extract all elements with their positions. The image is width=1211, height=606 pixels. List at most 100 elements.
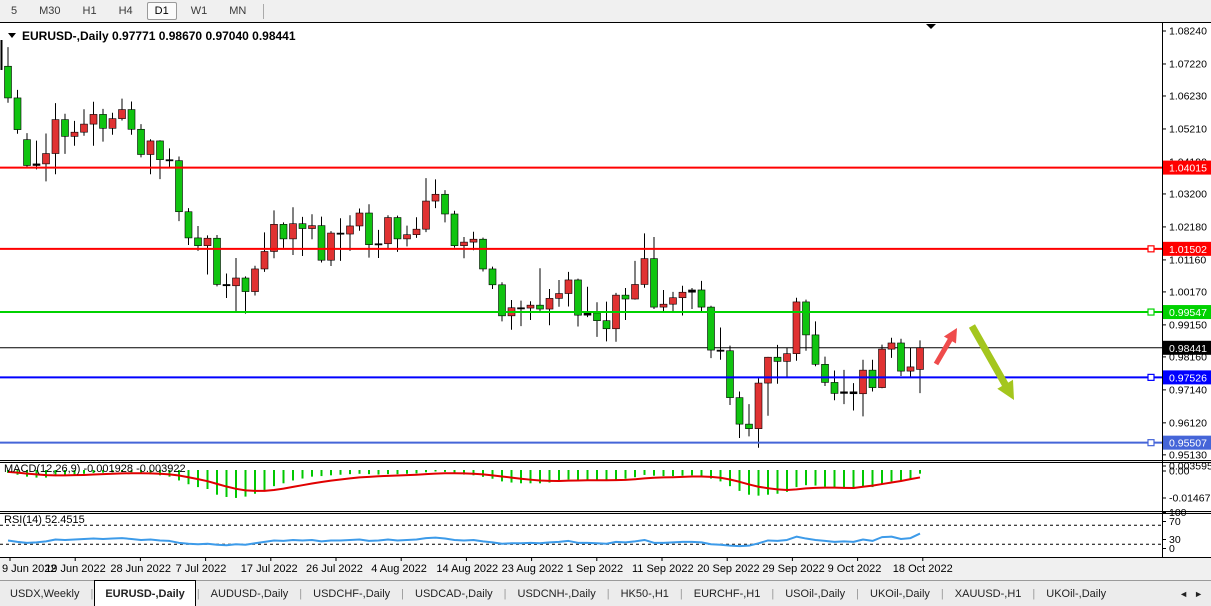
tab-scroll-controls: ◄ ► — [1171, 581, 1211, 606]
timeframe-button-5[interactable]: 5 — [11, 5, 18, 17]
candle-body — [498, 284, 506, 317]
macd-signal-line — [7, 470, 921, 492]
candle-body — [156, 140, 164, 160]
candle-body — [51, 119, 60, 154]
price-axis-label: 0.97140 — [1169, 384, 1207, 396]
candle-body — [479, 238, 487, 270]
tab-separator: | — [299, 588, 303, 600]
price-badge — [1163, 370, 1211, 385]
symbol-tab-hk50-h1[interactable]: HK50-,H1 — [620, 588, 669, 600]
price-axis-label: 1.07220 — [1169, 58, 1207, 70]
timeframe-button-w1[interactable]: W1 — [190, 5, 208, 17]
timeframe-button-h1[interactable]: H1 — [82, 5, 97, 17]
candle-body — [251, 268, 259, 292]
symbol-tab-usdchf-daily[interactable]: USDCHF-,Daily — [313, 588, 391, 600]
panel-separator[interactable] — [0, 511, 1211, 514]
date-axis-label: 19 Jun 2022 — [45, 563, 106, 575]
candle-body — [203, 237, 212, 246]
date-axis-label: 18 Oct 2022 — [893, 563, 953, 575]
tab-separator: | — [771, 588, 775, 600]
candle-body — [906, 366, 915, 372]
chart-title: EURUSD-,Daily 0.97771 0.98670 0.97040 0.… — [22, 29, 296, 43]
candle-body — [365, 212, 373, 246]
candle-body — [859, 369, 867, 395]
macd-axis-label: 0.00 — [1169, 466, 1190, 478]
panel-separator[interactable] — [0, 460, 1211, 463]
candle-body — [707, 306, 715, 351]
candle-body — [393, 217, 402, 240]
candle-body — [184, 211, 193, 239]
candle-body — [811, 334, 820, 365]
line-handle[interactable] — [1147, 308, 1155, 316]
symbol-tab-usoil-daily[interactable]: USOil-,Daily — [785, 588, 846, 600]
timeframe-button-h4[interactable]: H4 — [118, 5, 133, 17]
candle-body — [374, 243, 383, 246]
down-arrow-annotation[interactable] — [968, 324, 1014, 400]
candle-body — [260, 251, 269, 270]
candle-body — [241, 277, 250, 292]
candle-body — [593, 312, 601, 321]
price-badge — [1163, 241, 1211, 256]
candle-body — [517, 307, 525, 310]
price-axis-label: 0.99150 — [1169, 319, 1207, 331]
line-handle[interactable] — [1147, 245, 1155, 253]
candle-body — [792, 301, 801, 354]
rsi-axis-label: 100 — [1169, 507, 1187, 519]
symbol-tab-ukoil-daily[interactable]: UKOil-,Daily — [1046, 588, 1107, 600]
line-handle[interactable] — [1147, 373, 1155, 381]
candle-body — [289, 223, 297, 240]
candle-body — [175, 160, 183, 213]
candle-body — [735, 397, 744, 425]
candle-body — [574, 279, 582, 316]
candle-body — [887, 342, 896, 350]
macd-axis-label: 0.003595 — [1169, 461, 1211, 473]
chart-background — [0, 22, 1211, 558]
candle-body — [89, 114, 98, 125]
candle-body — [821, 364, 829, 383]
macd-axis-label: -0.014675 — [1169, 493, 1211, 505]
price-chart[interactable]: 1.082401.072201.062301.052101.041901.032… — [0, 22, 1211, 580]
candle-body — [70, 131, 79, 137]
tab-separator: | — [401, 588, 405, 600]
symbol-tab-usdcad-daily[interactable]: USDCAD-,Daily — [415, 588, 493, 600]
candle-body — [650, 258, 658, 308]
line-handle[interactable] — [1147, 439, 1155, 447]
timeframe-button-m30[interactable]: M30 — [39, 5, 61, 17]
candle-body — [773, 356, 782, 362]
price-badge-label: 0.97526 — [1169, 372, 1207, 384]
symbol-tab-xauusd-h1[interactable]: XAUUSD-,H1 — [954, 588, 1022, 600]
collapse-indicator-icon[interactable] — [8, 33, 16, 38]
tab-separator: | — [679, 588, 683, 600]
candle-body — [270, 224, 278, 252]
candle-body — [488, 268, 497, 286]
up-arrow-annotation[interactable] — [933, 328, 957, 366]
timeframe-button-mn[interactable]: MN — [229, 5, 247, 17]
candle-body — [336, 232, 345, 235]
candle-body — [583, 312, 592, 316]
candle-body — [897, 342, 905, 372]
shift-marker-icon[interactable] — [926, 24, 936, 29]
date-axis-label: 20 Sep 2022 — [697, 563, 759, 575]
symbol-tab-audusd-daily[interactable]: AUDUSD-,Daily — [210, 588, 289, 600]
symbol-tab-usdcnh-daily[interactable]: USDCNH-,Daily — [517, 588, 596, 600]
date-axis-label: 7 Jul 2022 — [176, 563, 227, 575]
macd-indicator-label: MACD(12,26,9) -0.001928 -0.003922 — [4, 463, 186, 475]
candle-body — [802, 301, 810, 336]
tab-scroll-left-icon[interactable]: ◄ — [1179, 589, 1189, 599]
candle-body — [146, 140, 155, 155]
price-badge-label: 1.04015 — [1169, 163, 1207, 175]
candle-body — [783, 353, 791, 362]
timeframe-button-d1[interactable]: D1 — [146, 2, 177, 20]
candle-body — [431, 193, 440, 202]
symbol-tab-usdx-weekly[interactable]: USDX,Weekly — [10, 588, 80, 600]
symbol-tab-ukoil-daily[interactable]: UKOil-,Daily — [870, 588, 930, 600]
symbol-tab-eurusd-daily[interactable]: EURUSD-,Daily — [94, 580, 196, 606]
date-axis-label: 1 Sep 2022 — [567, 563, 623, 575]
candle-body — [80, 123, 88, 133]
tab-scroll-right-icon[interactable]: ► — [1194, 589, 1203, 599]
candle-body — [555, 293, 563, 299]
price-axis-label: 0.96120 — [1169, 417, 1207, 429]
date-axis-label: 4 Aug 2022 — [371, 563, 427, 575]
candle-body — [61, 119, 69, 137]
symbol-tab-eurchf-h1[interactable]: EURCHF-,H1 — [693, 588, 761, 600]
